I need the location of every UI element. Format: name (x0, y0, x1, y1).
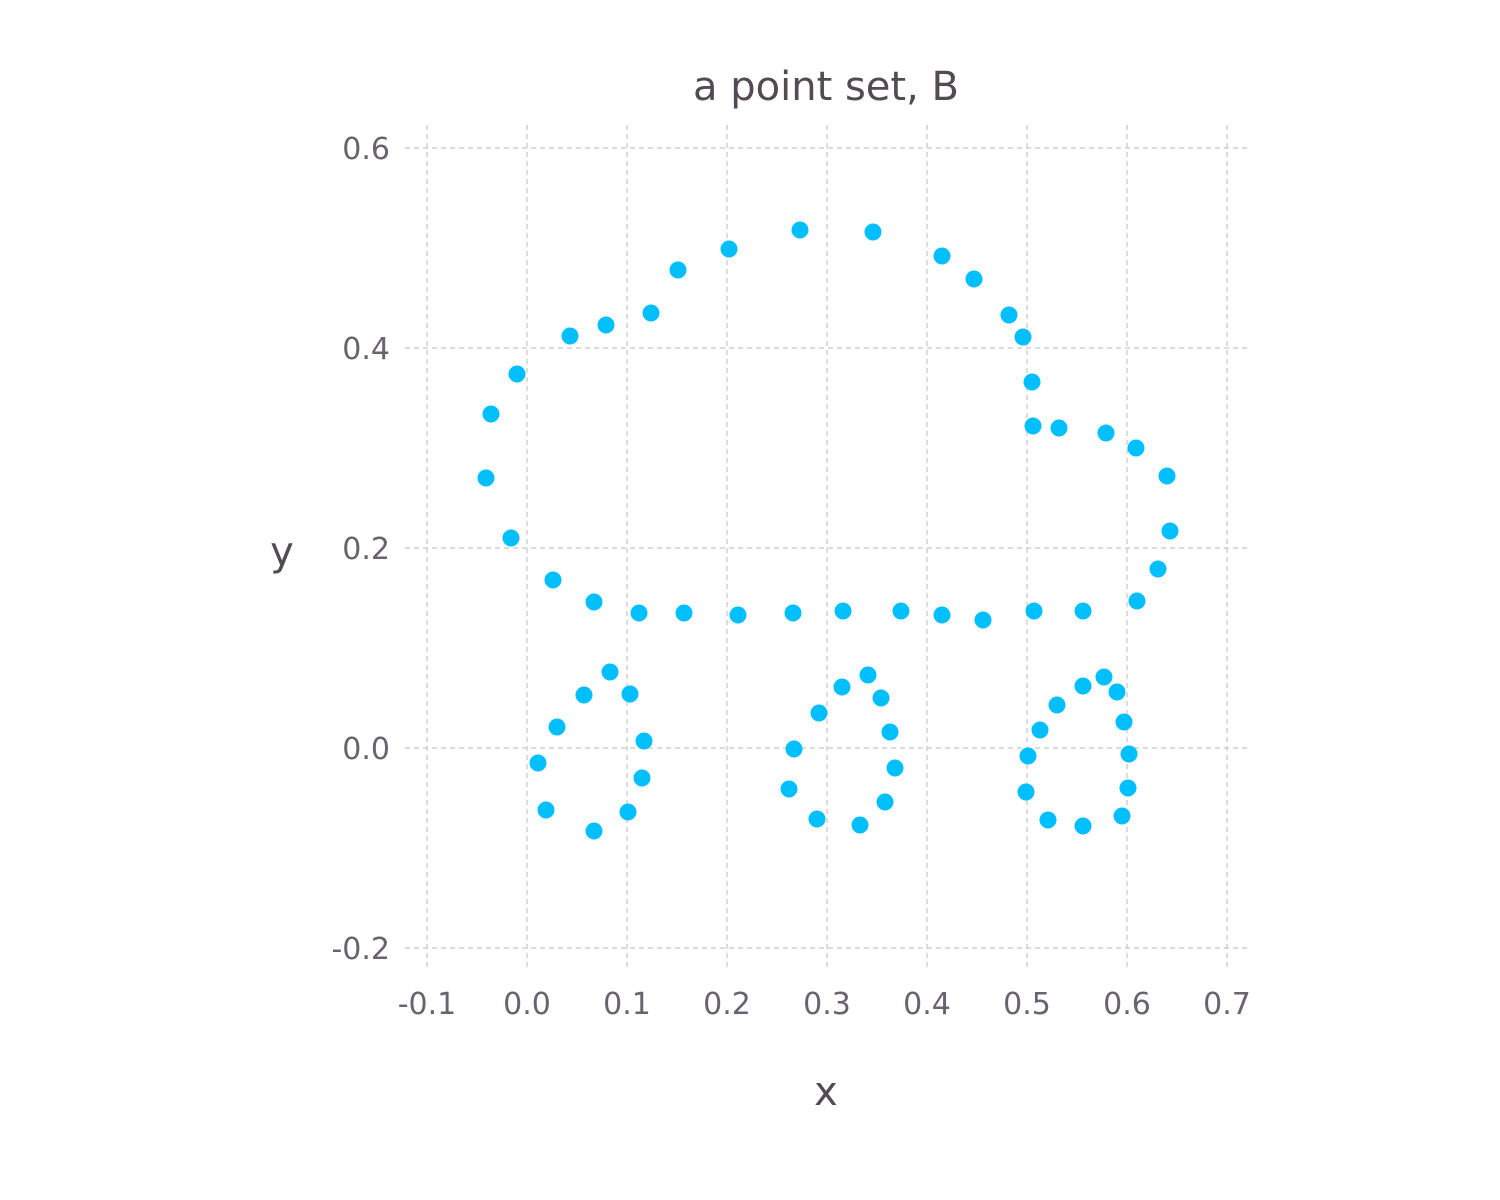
data-point (636, 733, 653, 750)
data-point (1129, 593, 1146, 610)
data-point (602, 664, 619, 681)
data-point (1049, 697, 1066, 714)
data-point (1024, 374, 1041, 391)
data-point (545, 572, 562, 589)
y-tick-label: 0.0 (342, 732, 390, 767)
data-point (1051, 420, 1068, 437)
data-point (792, 222, 809, 239)
data-point (873, 690, 890, 707)
data-point (631, 605, 648, 622)
x-tick-label: 0.5 (1003, 987, 1051, 1022)
data-point (966, 271, 983, 288)
data-point (503, 530, 520, 547)
data-point (1075, 603, 1092, 620)
y-axis-label: y (270, 529, 294, 575)
data-point (785, 605, 802, 622)
x-tick-label: 0.1 (603, 987, 651, 1022)
data-point (975, 612, 992, 629)
data-point (1128, 440, 1145, 457)
data-point (670, 262, 687, 279)
data-point (877, 794, 894, 811)
data-point (549, 719, 566, 736)
data-point (1114, 808, 1131, 825)
data-point (1025, 418, 1042, 435)
data-point (538, 802, 555, 819)
data-point (934, 607, 951, 624)
data-point (834, 679, 851, 696)
data-point (887, 760, 904, 777)
x-tick-label: 0.6 (1103, 987, 1151, 1022)
x-tick-label: 0.3 (803, 987, 851, 1022)
data-point (1032, 722, 1049, 739)
data-point (643, 305, 660, 322)
data-point (1096, 669, 1113, 686)
data-point (730, 607, 747, 624)
data-point (934, 248, 951, 265)
data-point (530, 755, 547, 772)
data-point (1020, 748, 1037, 765)
y-tick-label: 0.4 (342, 332, 390, 367)
x-tick-label: 0.0 (503, 987, 551, 1022)
data-point (1075, 818, 1092, 835)
x-tick-label: 0.2 (703, 987, 751, 1022)
x-tick-label: 0.4 (903, 987, 951, 1022)
data-point (1109, 684, 1126, 701)
grid (405, 125, 1249, 970)
data-point (509, 366, 526, 383)
data-point (852, 817, 869, 834)
data-point (620, 804, 637, 821)
y-tick-label: 0.6 (342, 132, 390, 167)
data-points (478, 222, 1179, 840)
data-point (860, 667, 877, 684)
x-axis-ticks: -0.1 0.0 0.1 0.2 0.3 0.4 0.5 0.6 0.7 (398, 987, 1251, 1022)
data-point (586, 594, 603, 611)
data-point (865, 224, 882, 241)
data-point (1018, 784, 1035, 801)
data-point (721, 241, 738, 258)
data-point (1015, 329, 1032, 346)
data-point (1121, 746, 1138, 763)
y-axis-ticks: -0.2 0.0 0.2 0.4 0.6 (331, 132, 390, 967)
data-point (786, 741, 803, 758)
y-tick-label: -0.2 (331, 932, 390, 967)
data-point (1040, 812, 1057, 829)
data-point (1001, 307, 1018, 324)
data-point (1098, 425, 1115, 442)
data-point (1159, 468, 1176, 485)
data-point (576, 687, 593, 704)
data-point (882, 724, 899, 741)
x-tick-label: 0.7 (1203, 987, 1251, 1022)
data-point (1026, 603, 1043, 620)
data-point (1162, 523, 1179, 540)
data-point (809, 811, 826, 828)
x-tick-label: -0.1 (398, 987, 457, 1022)
data-point (1120, 780, 1137, 797)
data-point (1150, 561, 1167, 578)
data-point (562, 328, 579, 345)
data-point (1075, 678, 1092, 695)
data-point (781, 781, 798, 798)
data-point (676, 605, 693, 622)
data-point (835, 603, 852, 620)
data-point (598, 317, 615, 334)
data-point (483, 406, 500, 423)
data-point (622, 686, 639, 703)
data-point (478, 470, 495, 487)
data-point (893, 603, 910, 620)
data-point (1116, 714, 1133, 731)
y-tick-label: 0.2 (342, 532, 390, 567)
chart-title: a point set, B (693, 64, 959, 110)
x-axis-label: x (814, 1069, 838, 1115)
data-point (811, 705, 828, 722)
data-point (634, 770, 651, 787)
data-point (586, 823, 603, 840)
